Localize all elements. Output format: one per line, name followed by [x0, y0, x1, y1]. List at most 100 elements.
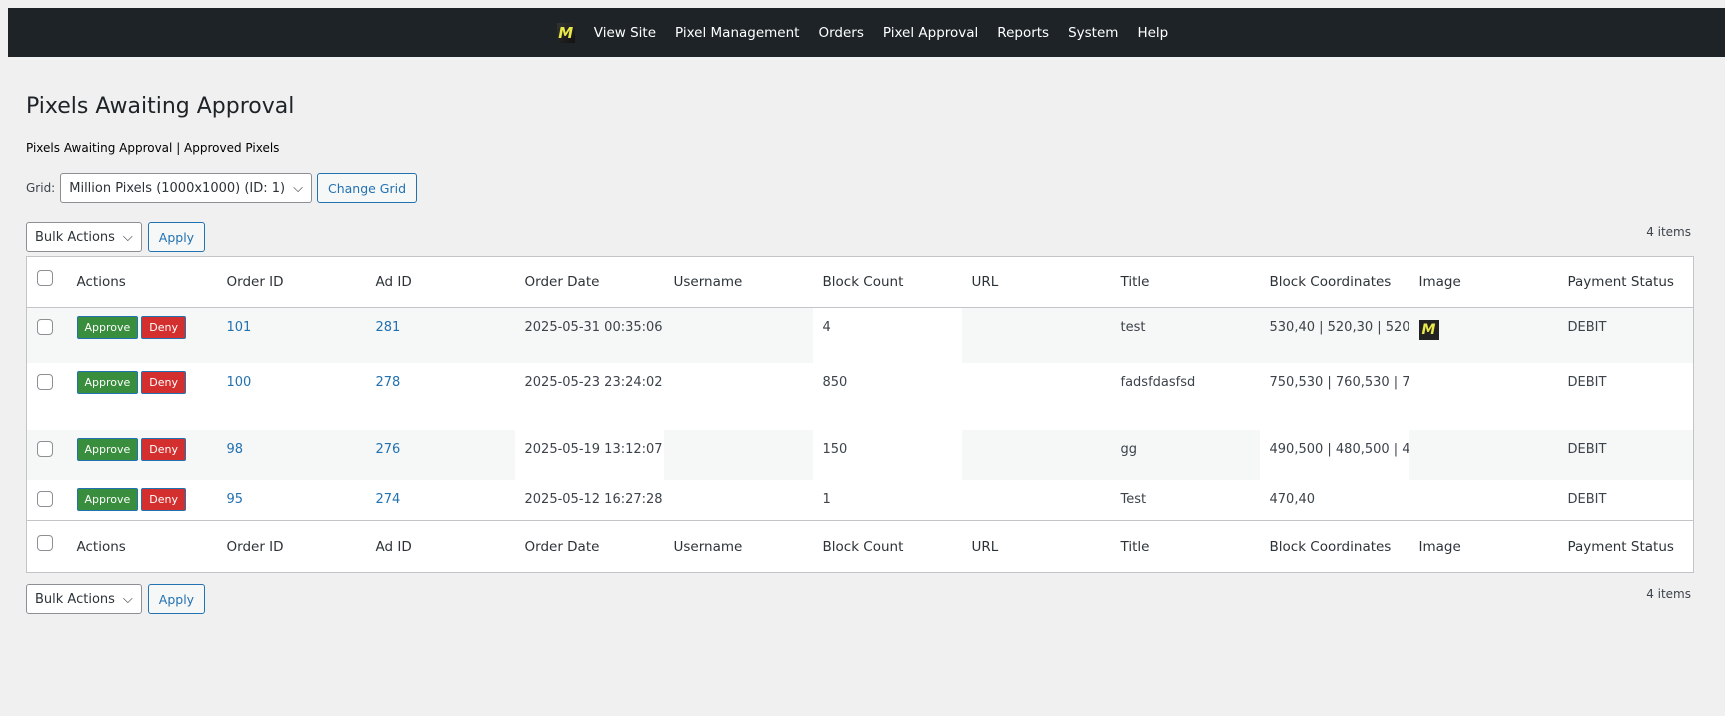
table-cell: 850 — [813, 363, 962, 430]
col-actions: Actions — [66, 256, 217, 308]
select-all-checkbox-footer[interactable] — [37, 534, 53, 551]
bulk-actions-select[interactable]: Bulk Actions ⌵ — [26, 222, 142, 252]
apply-button-bottom[interactable]: Apply — [147, 584, 206, 614]
row-checkbox[interactable] — [37, 440, 53, 457]
order-id-link[interactable]: 95 — [226, 491, 244, 507]
table-cell: 470,40 — [1260, 480, 1409, 521]
block-coordinates: 530,40 | 520,30 | 520,40 — [1269, 320, 1409, 335]
block-count: 1 — [822, 491, 831, 507]
row-checkbox[interactable] — [37, 319, 53, 335]
table-cell: Approve Deny — [66, 307, 217, 363]
table-row: Approve Deny 101 281 2025-05-31 00:35:06 4 tes… — [26, 307, 1694, 363]
select-all-checkbox[interactable] — [37, 270, 53, 286]
table-cell: 276 — [365, 429, 515, 480]
table-cell: 750,530 | 760,530 | 780 — [1260, 363, 1409, 430]
table-cell: 101 — [216, 307, 366, 363]
col-title[interactable]: Title — [1110, 256, 1260, 308]
deny-button[interactable]: Deny — [141, 487, 187, 511]
table-cell: 100 — [217, 363, 366, 430]
nav-pixel-approval[interactable]: Pixel Approval — [882, 24, 979, 41]
col-username[interactable]: Username — [663, 520, 813, 573]
approve-button[interactable]: Approve — [76, 437, 139, 461]
table-cell: M — [1408, 307, 1558, 363]
ad-id-link[interactable]: 276 — [375, 441, 401, 457]
order-date: 2025-05-23 23:24:02 — [524, 374, 663, 390]
row-checkbox[interactable] — [37, 490, 53, 507]
grid-label: Grid: — [26, 181, 56, 195]
nav-pixel-management[interactable]: Pixel Management — [675, 24, 800, 41]
table-cell: test — [1110, 307, 1260, 363]
logo-icon[interactable]: M — [556, 22, 575, 43]
col-url[interactable]: URL — [961, 256, 1111, 308]
image-logo: M — [1421, 322, 1436, 338]
approve-button[interactable]: Approve — [76, 487, 139, 511]
table-cell: fadsfdasfsd — [1111, 363, 1260, 430]
order-id-link[interactable]: 100 — [226, 374, 252, 390]
payment-status: DEBIT — [1567, 320, 1607, 335]
payment-status: DEBIT — [1567, 441, 1607, 457]
link-awaiting[interactable]: Pixels Awaiting Approval — [26, 141, 173, 155]
deny-button[interactable]: Deny — [141, 437, 187, 461]
nav-orders[interactable]: Orders — [818, 24, 864, 41]
grid-select[interactable]: Million Pixels (1000x1000) (ID: 1) ⌵ — [60, 173, 312, 203]
title: gg — [1120, 441, 1138, 457]
order-id-link[interactable]: 98 — [226, 441, 244, 457]
order-id-link[interactable]: 101 — [226, 320, 252, 335]
deny-button[interactable]: Deny — [141, 316, 187, 339]
col-order-date[interactable]: Order Date — [514, 256, 664, 308]
col-ad-id[interactable]: Ad ID — [365, 256, 515, 308]
ad-id-link[interactable]: 274 — [375, 491, 401, 507]
table-cell — [26, 429, 67, 480]
table-cell: 98 — [216, 429, 366, 480]
table-cell — [1409, 363, 1558, 430]
table-row: Approve Deny 100 278 2025-05-23 23:24:02 850 f… — [27, 363, 1694, 430]
nav-system[interactable]: System — [1068, 24, 1119, 41]
ad-id-link[interactable]: 278 — [375, 374, 401, 390]
table-cell — [1408, 429, 1558, 480]
col-ad-id[interactable]: Ad ID — [365, 520, 515, 573]
table-cell: 490,500 | 480,500 | 470 — [1259, 429, 1409, 480]
order-date: 2025-05-31 00:35:06 — [524, 320, 663, 335]
table-cell: 274 — [366, 480, 515, 521]
row-checkbox[interactable] — [37, 373, 53, 390]
apply-button[interactable]: Apply — [147, 222, 206, 252]
table-cell: 2025-05-31 00:35:06 — [514, 307, 664, 363]
deny-button[interactable]: Deny — [141, 370, 187, 394]
chevron-down-icon: ⌵ — [293, 180, 303, 196]
payment-status: DEBIT — [1567, 374, 1607, 390]
col-order-id[interactable]: Order ID — [216, 520, 366, 573]
col-order-date[interactable]: Order Date — [514, 520, 664, 573]
bulk-actions-bottom: Bulk Actions ⌵ Apply — [26, 584, 206, 614]
col-order-id[interactable]: Order ID — [216, 256, 366, 308]
table-cell: 1 — [813, 480, 962, 521]
table-cell — [962, 480, 1111, 521]
nav-view-site[interactable]: View Site — [593, 24, 657, 41]
title: test — [1120, 320, 1146, 335]
table-cell — [27, 480, 67, 521]
col-title[interactable]: Title — [1110, 520, 1260, 573]
table-cell — [664, 480, 813, 521]
item-count: 4 items — [1646, 225, 1691, 239]
nav-help[interactable]: Help — [1137, 24, 1169, 41]
grid-selector-row: Grid: Million Pixels (1000x1000) (ID: 1)… — [26, 173, 418, 203]
ad-id-link[interactable]: 281 — [375, 320, 401, 335]
nav-reports[interactable]: Reports — [997, 24, 1050, 41]
title: Test — [1120, 491, 1147, 507]
table-cell: 2025-05-12 16:27:28 — [515, 480, 664, 521]
table-cell: 530,40 | 520,30 | 520,40 — [1259, 307, 1409, 363]
approve-button[interactable]: Approve — [76, 316, 139, 339]
table-header: Actions Order ID Ad ID Order Date Userna… — [26, 256, 1694, 308]
col-url[interactable]: URL — [961, 520, 1111, 573]
table-cell — [962, 363, 1111, 430]
view-links: Pixels Awaiting Approval | Approved Pixe… — [26, 141, 279, 155]
bulk-actions-select-bottom[interactable]: Bulk Actions ⌵ — [26, 584, 142, 614]
col-block-count[interactable]: Block Count — [812, 256, 962, 308]
approve-button[interactable]: Approve — [76, 370, 139, 394]
link-approved[interactable]: Approved Pixels — [184, 141, 280, 155]
col-block-count[interactable]: Block Count — [812, 520, 962, 573]
col-username[interactable]: Username — [663, 256, 813, 308]
table-cell — [26, 307, 67, 363]
bulk-actions-label: Bulk Actions — [35, 229, 115, 245]
change-grid-button[interactable]: Change Grid — [316, 173, 418, 203]
table-cell — [1409, 480, 1558, 521]
